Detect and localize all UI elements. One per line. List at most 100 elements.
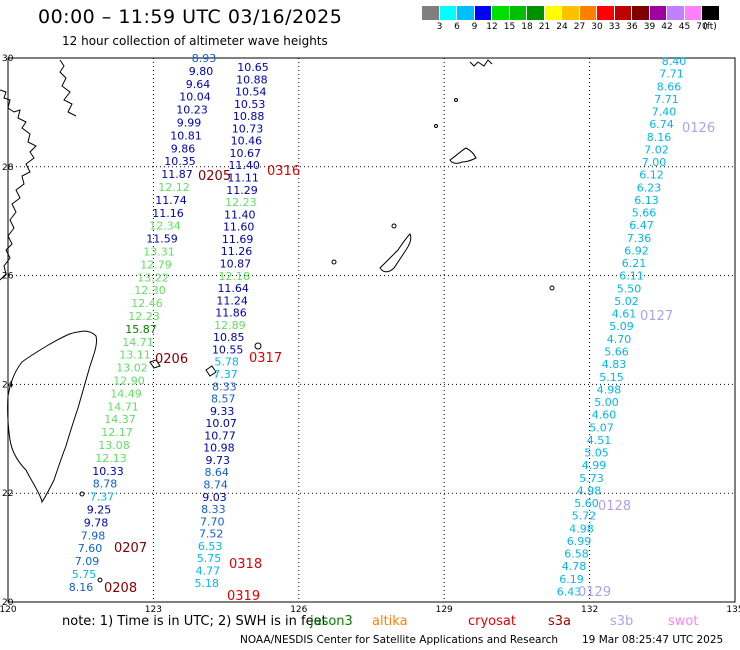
map-frame bbox=[7, 57, 736, 603]
wave-height-value: 13.22 bbox=[137, 271, 169, 284]
wave-height-value: 12.90 bbox=[113, 375, 145, 388]
wave-height-value: 8.64 bbox=[204, 466, 229, 479]
wave-height-value: 7.52 bbox=[199, 528, 224, 541]
wave-height-value: 10.53 bbox=[234, 98, 266, 111]
okinawa-island bbox=[379, 233, 412, 273]
legend-swatch bbox=[702, 6, 720, 20]
legend-swatch bbox=[439, 6, 457, 20]
wave-height-value: 4.98 bbox=[597, 383, 622, 396]
wave-height-value: 4.99 bbox=[582, 459, 607, 472]
legend-swatch bbox=[649, 6, 667, 20]
islet bbox=[97, 577, 103, 583]
legend-swatch bbox=[562, 6, 580, 20]
lat-tick-label: 24 bbox=[2, 380, 14, 390]
wave-height-value: 15.87 bbox=[125, 323, 157, 336]
wave-height-value: 5.05 bbox=[584, 447, 609, 460]
wave-height-value: 12.89 bbox=[214, 319, 246, 332]
wave-height-value: 8.74 bbox=[203, 479, 228, 492]
wave-height-value: 8.16 bbox=[69, 581, 94, 594]
wave-height-value: 12.30 bbox=[134, 284, 166, 297]
wave-height-value: 4.98 bbox=[577, 484, 602, 497]
wave-height-value: 4.61 bbox=[612, 308, 637, 321]
legend-tick-label: 24 bbox=[556, 22, 568, 32]
legend-swatch bbox=[509, 6, 527, 20]
yaeyama-island bbox=[149, 359, 161, 369]
wave-height-value: 5.60 bbox=[574, 497, 599, 510]
wave-height-value: 6.58 bbox=[564, 548, 589, 561]
wave-height-value: 9.80 bbox=[189, 65, 214, 78]
wave-height-value: 10.81 bbox=[170, 129, 202, 142]
lat-lon-grid: 120 123 126 129 132 135 30 28 26 24 22 20 bbox=[0, 54, 740, 615]
wave-height-value: 12.13 bbox=[95, 452, 127, 465]
wave-height-value: 7.98 bbox=[81, 529, 106, 542]
islet bbox=[549, 285, 555, 291]
legend-swatch bbox=[492, 6, 510, 20]
wave-height-value: 7.37 bbox=[90, 491, 115, 504]
lon-tick-label: 135 bbox=[726, 605, 740, 615]
mission-legend-s3a: s3a bbox=[548, 614, 572, 629]
legend-tick-label: 70 bbox=[696, 22, 708, 32]
page-subtitle: 12 hour collection of altimeter wave hei… bbox=[62, 34, 328, 48]
wave-height-value: 5.66 bbox=[604, 346, 629, 359]
wave-height-value: 12.18 bbox=[219, 270, 251, 283]
legend-swatch bbox=[667, 6, 685, 20]
wave-height-value: 8.16 bbox=[647, 131, 672, 144]
wave-height-value: 10.98 bbox=[203, 442, 235, 455]
wave-height-value: 13.02 bbox=[116, 362, 148, 375]
wave-height-value: 4.98 bbox=[569, 522, 594, 535]
wave-height-value: 10.23 bbox=[176, 104, 208, 117]
wave-height-value: 9.99 bbox=[177, 117, 202, 130]
kyushu-islands bbox=[469, 59, 493, 67]
mission-legend-s3b: s3b bbox=[610, 614, 634, 629]
wave-height-value: 10.65 bbox=[237, 61, 269, 74]
china-coastline bbox=[0, 89, 37, 281]
pass-time-label: 0206 bbox=[155, 352, 188, 367]
pass-time-label: 0129 bbox=[578, 585, 611, 600]
lon-tick-label: 123 bbox=[145, 605, 162, 615]
wave-height-value: 5.18 bbox=[195, 577, 220, 590]
wave-height-value: 10.07 bbox=[205, 417, 237, 430]
wave-height-value: 12.34 bbox=[149, 220, 181, 233]
wave-height-value: 14.71 bbox=[122, 336, 154, 349]
lat-tick-label: 20 bbox=[2, 598, 14, 608]
wave-height-value: 12.23 bbox=[225, 196, 257, 209]
wave-height-value: 11.24 bbox=[216, 294, 248, 307]
wave-height-value: 5.50 bbox=[617, 282, 642, 295]
wave-height-value: 5.75 bbox=[72, 568, 97, 581]
wave-height-value: 8.57 bbox=[211, 393, 236, 406]
wave-height-value: 6.12 bbox=[639, 169, 664, 182]
wave-height-value: 7.37 bbox=[213, 368, 238, 381]
page-title: 00:00 – 11:59 UTC 03/16/2025 bbox=[38, 6, 343, 28]
lon-tick-label: 126 bbox=[290, 605, 307, 615]
wave-height-value: 11.87 bbox=[161, 168, 193, 181]
wave-height-value: 14.49 bbox=[110, 387, 142, 400]
footer-note: note: 1) Time is in UTC; 2) SWH is in fe… bbox=[62, 614, 327, 629]
legend-tick-label: 30 bbox=[591, 22, 603, 32]
legend-swatch bbox=[632, 6, 650, 20]
pass-time-label: 0207 bbox=[114, 541, 147, 556]
wave-height-value: 4.70 bbox=[607, 333, 632, 346]
wave-height-value: 14.37 bbox=[104, 413, 136, 426]
legend-swatch bbox=[457, 6, 475, 20]
mission-legend-swot: swot bbox=[668, 614, 699, 629]
pass-time-label: 0128 bbox=[598, 499, 631, 514]
wave-height-value: 11.60 bbox=[223, 221, 255, 234]
wave-height-value: 11.40 bbox=[224, 208, 256, 221]
mission-legend-altika: altika bbox=[372, 614, 408, 629]
wave-height-value: 6.11 bbox=[619, 270, 644, 283]
wave-height-value: 8.78 bbox=[93, 478, 118, 491]
zhoushan-islands bbox=[59, 59, 77, 117]
wave-height-value: 11.86 bbox=[215, 307, 247, 320]
wave-height-value: 9.33 bbox=[210, 405, 235, 418]
wave-height-value: 7.40 bbox=[652, 106, 677, 119]
legend-tick-label: 18 bbox=[521, 22, 533, 32]
legend-swatch bbox=[544, 6, 562, 20]
islet bbox=[79, 491, 85, 497]
wave-height-value: 5.75 bbox=[197, 552, 222, 565]
wave-height-value: 7.71 bbox=[659, 68, 684, 81]
wave-height-value: 6.21 bbox=[622, 257, 647, 270]
wave-height-value: 5.00 bbox=[594, 396, 619, 409]
wave-height-value: 5.02 bbox=[614, 295, 639, 308]
wave-height-value: 11.69 bbox=[222, 233, 254, 246]
legend-tick-label: 45 bbox=[678, 22, 691, 32]
